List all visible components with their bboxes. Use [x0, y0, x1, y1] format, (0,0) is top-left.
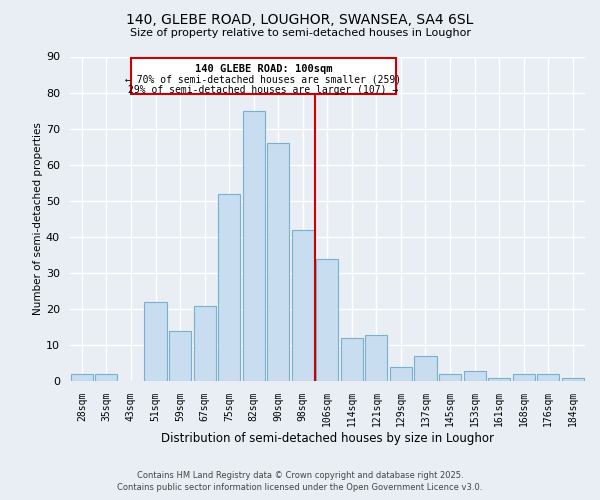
Bar: [439, 374, 461, 382]
Bar: [267, 143, 289, 382]
Bar: [218, 194, 240, 382]
Bar: [341, 338, 363, 382]
Bar: [194, 306, 215, 382]
Bar: [512, 374, 535, 382]
Bar: [145, 302, 167, 382]
Bar: [464, 370, 485, 382]
Bar: [562, 378, 584, 382]
Bar: [415, 356, 437, 382]
X-axis label: Distribution of semi-detached houses by size in Loughor: Distribution of semi-detached houses by …: [161, 432, 494, 445]
Bar: [537, 374, 559, 382]
Bar: [169, 331, 191, 382]
Text: 29% of semi-detached houses are larger (107) →: 29% of semi-detached houses are larger (…: [128, 86, 398, 96]
Bar: [242, 110, 265, 382]
Bar: [390, 367, 412, 382]
Bar: [316, 258, 338, 382]
Text: 140 GLEBE ROAD: 100sqm: 140 GLEBE ROAD: 100sqm: [195, 64, 332, 74]
Text: Size of property relative to semi-detached houses in Loughor: Size of property relative to semi-detach…: [130, 28, 470, 38]
Text: Contains HM Land Registry data © Crown copyright and database right 2025.
Contai: Contains HM Land Registry data © Crown c…: [118, 471, 482, 492]
Bar: [292, 230, 314, 382]
Text: 140, GLEBE ROAD, LOUGHOR, SWANSEA, SA4 6SL: 140, GLEBE ROAD, LOUGHOR, SWANSEA, SA4 6…: [127, 12, 473, 26]
Text: ← 70% of semi-detached houses are smaller (259): ← 70% of semi-detached houses are smalle…: [125, 74, 401, 85]
Y-axis label: Number of semi-detached properties: Number of semi-detached properties: [33, 122, 43, 316]
Bar: [488, 378, 510, 382]
FancyBboxPatch shape: [131, 58, 396, 94]
Bar: [365, 334, 388, 382]
Bar: [95, 374, 118, 382]
Bar: [71, 374, 93, 382]
